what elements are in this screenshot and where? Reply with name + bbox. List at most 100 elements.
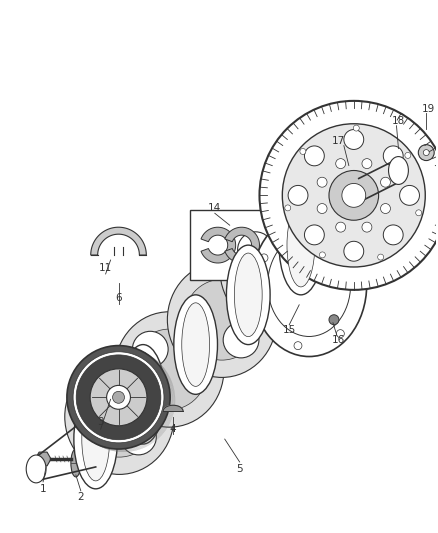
Circle shape [294,220,302,228]
Circle shape [381,204,390,214]
Ellipse shape [132,332,168,367]
Circle shape [405,152,411,158]
Ellipse shape [237,230,313,310]
Ellipse shape [387,164,410,188]
Circle shape [355,281,363,289]
Circle shape [414,191,424,201]
Ellipse shape [238,232,273,268]
Circle shape [393,141,403,151]
Ellipse shape [184,279,260,360]
Circle shape [300,149,306,155]
Ellipse shape [328,223,364,259]
Ellipse shape [287,203,315,287]
Ellipse shape [129,352,157,436]
Circle shape [317,204,327,214]
Circle shape [336,159,346,168]
Circle shape [317,177,327,187]
Ellipse shape [272,163,382,278]
Ellipse shape [82,397,110,481]
Ellipse shape [288,185,308,205]
Ellipse shape [259,101,438,290]
Circle shape [378,254,384,260]
Circle shape [423,171,433,181]
Text: 18: 18 [392,116,405,126]
Ellipse shape [283,124,425,267]
Ellipse shape [345,149,373,232]
Ellipse shape [174,295,218,394]
Circle shape [353,125,359,131]
Text: 11: 11 [99,263,112,273]
Text: 2: 2 [78,492,84,502]
Ellipse shape [383,225,403,245]
Circle shape [260,254,268,262]
Circle shape [285,205,291,211]
Circle shape [364,171,374,181]
Circle shape [329,315,339,325]
Circle shape [362,222,372,232]
Circle shape [393,200,403,209]
Ellipse shape [106,385,131,409]
Text: 14: 14 [208,203,222,213]
Ellipse shape [81,376,158,457]
Text: 19: 19 [422,104,435,114]
Circle shape [260,308,268,316]
Ellipse shape [337,141,381,240]
Ellipse shape [344,241,364,261]
Circle shape [414,150,424,160]
Ellipse shape [226,245,270,345]
Polygon shape [225,227,259,263]
Ellipse shape [74,389,117,489]
Text: 17: 17 [332,136,346,146]
Ellipse shape [389,157,408,184]
Circle shape [416,210,422,216]
Ellipse shape [304,146,324,166]
Ellipse shape [304,225,324,245]
Circle shape [319,252,325,258]
Polygon shape [91,227,146,255]
Text: 1: 1 [40,484,46,494]
Ellipse shape [251,213,367,357]
Ellipse shape [131,329,208,410]
Ellipse shape [115,312,224,427]
Text: 3: 3 [97,417,104,427]
Circle shape [423,150,429,156]
Ellipse shape [279,196,323,295]
Ellipse shape [73,352,164,443]
Ellipse shape [65,359,174,474]
Ellipse shape [357,134,438,217]
Text: 6: 6 [115,293,122,303]
Circle shape [294,342,302,350]
Polygon shape [35,452,51,466]
Ellipse shape [120,419,156,455]
Circle shape [362,159,372,168]
Ellipse shape [26,455,46,483]
Circle shape [336,232,344,240]
Ellipse shape [182,303,209,386]
Circle shape [418,144,434,160]
Text: 5: 5 [237,464,243,474]
Ellipse shape [67,345,170,449]
Text: 4: 4 [170,424,177,434]
Ellipse shape [113,391,124,403]
Ellipse shape [76,355,161,440]
Ellipse shape [90,369,147,426]
Circle shape [373,191,383,201]
Ellipse shape [121,345,165,444]
Ellipse shape [383,146,403,166]
Polygon shape [201,227,236,263]
Ellipse shape [342,183,366,207]
Polygon shape [163,405,183,411]
Text: 15: 15 [283,325,296,335]
Circle shape [373,150,383,160]
Circle shape [336,222,346,232]
Circle shape [336,329,344,337]
Ellipse shape [234,253,262,337]
Text: 16: 16 [332,335,346,345]
Bar [190,211,269,280]
Ellipse shape [167,262,276,377]
Ellipse shape [289,180,365,261]
Circle shape [381,177,390,187]
Ellipse shape [329,171,378,220]
Ellipse shape [399,185,420,205]
Ellipse shape [344,130,364,149]
